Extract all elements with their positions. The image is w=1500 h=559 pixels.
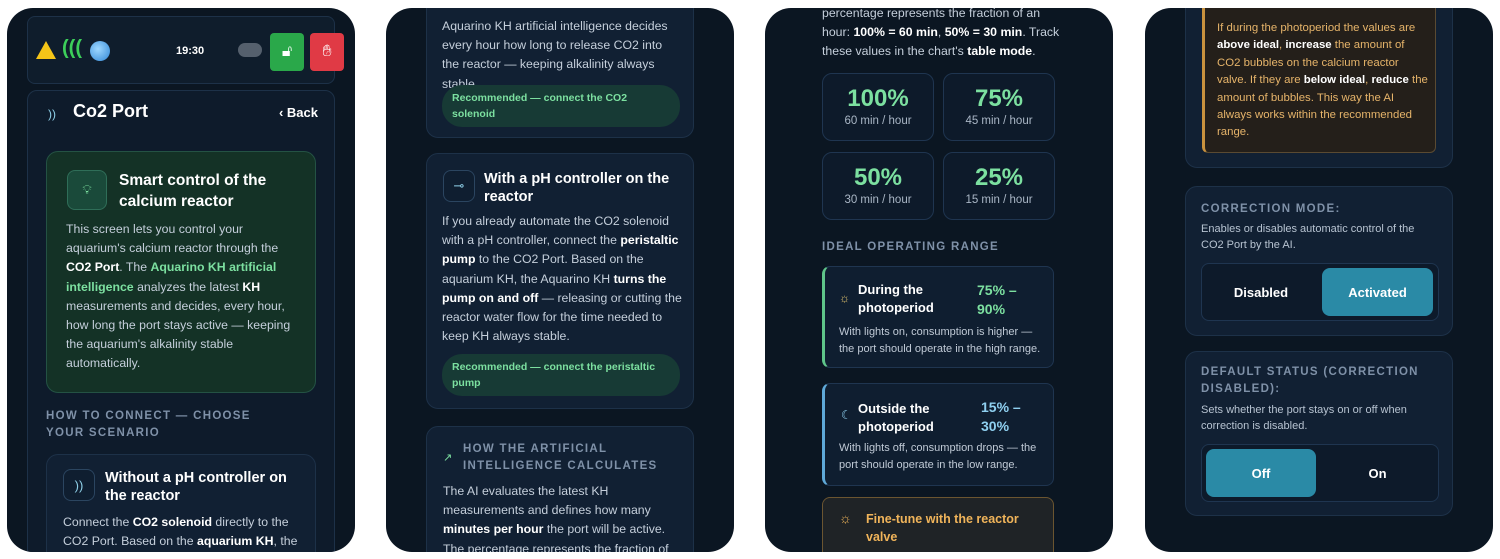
- default-status-heading: DEFAULT STATUS (CORRECTION DISABLED):: [1201, 366, 1419, 395]
- globe-icon[interactable]: [90, 41, 110, 61]
- phone-screen-3: percentage represents the fraction of an…: [765, 8, 1113, 552]
- bulb-icon: 💡︎: [67, 170, 107, 210]
- scenario-card-2: ⊸ With a pH controller on the reactor If…: [426, 153, 694, 409]
- stat-75: 75% 45 min / hour: [943, 73, 1055, 141]
- back-label: Back: [286, 105, 318, 120]
- range-off-photoperiod: ☾ Outside the photoperiod 15% – 30% With…: [822, 383, 1054, 486]
- range-photoperiod-text: With lights on, consumption is higher — …: [839, 326, 1041, 355]
- percentage-explain-text: percentage represents the fraction of an…: [822, 8, 1060, 59]
- ideal-range-heading: IDEAL OPERATING RANGE: [822, 241, 1000, 253]
- activated-option[interactable]: Activated: [1322, 268, 1433, 316]
- stat-75-value: 75%: [974, 85, 1024, 112]
- status-bar: ((( 19:30 🔓︎ ✋︎: [27, 16, 344, 84]
- recommend-solenoid-pill: Recommended — connect the CO2 solenoid: [442, 85, 680, 127]
- range-off-photoperiod-text: With lights off, consumption drops — the…: [839, 442, 1037, 471]
- range-off-photoperiod-value: 15% – 30%: [981, 399, 1021, 434]
- how-to-connect-heading: HOW TO CONNECT — CHOOSE YOUR SCENARIO: [46, 410, 251, 439]
- scenario-card-1: )) Without a pH controller on the reacto…: [46, 454, 316, 552]
- stat-75-label: 45 min / hour: [965, 115, 1033, 127]
- finetune-card-bottom: If during the photoperiod the values are…: [1185, 8, 1453, 168]
- back-button[interactable]: ‹ Back: [278, 105, 318, 120]
- finetune-advice: If during the photoperiod the values are…: [1217, 22, 1428, 139]
- finetune-text: If during the photoperiod the values are…: [1202, 8, 1436, 153]
- stat-25-value: 25%: [974, 164, 1024, 191]
- scenario-1-text: Connect the CO2 solenoid directly to the…: [63, 515, 298, 549]
- wifi-icon[interactable]: (((: [62, 37, 82, 59]
- ai-calc-text: The AI evaluates the latest KH measureme…: [443, 484, 669, 552]
- page-title: Co2 Port: [73, 101, 149, 121]
- intro-line-2: CO2 Port. The Aquarino KH artificial int…: [66, 260, 291, 371]
- scenario-1-text-end: Aquarino KH artificial intelligence deci…: [442, 19, 668, 91]
- clock-time: 19:30: [176, 45, 205, 57]
- default-status-card: DEFAULT STATUS (CORRECTION DISABLED): Se…: [1185, 351, 1453, 516]
- stat-50-value: 50%: [853, 164, 903, 191]
- correction-mode-heading: CORRECTION MODE:: [1201, 203, 1341, 215]
- cloud-icon[interactable]: [238, 43, 262, 57]
- disabled-option[interactable]: Disabled: [1233, 284, 1289, 300]
- range-photoperiod: ☼ During the photoperiod 75% – 90% With …: [822, 266, 1054, 368]
- sun-icon: ☼: [839, 291, 850, 305]
- intro-line-1: This screen lets you control your aquari…: [66, 222, 279, 256]
- stop-hand-button[interactable]: ✋︎: [310, 33, 344, 71]
- range-photoperiod-title: During the photoperiod: [858, 282, 934, 315]
- scenario-2-text: If you already automate the CO2 solenoid…: [442, 214, 682, 344]
- off-option[interactable]: Off: [1206, 449, 1316, 497]
- ai-calc-card: ↗ HOW THE ARTIFICIAL INTELLIGENCE CALCUL…: [426, 426, 694, 552]
- range-off-photoperiod-title: Outside the photoperiod: [858, 401, 934, 434]
- recommend-pump-pill: Recommended — connect the peristaltic pu…: [442, 354, 680, 396]
- unlock-button[interactable]: 🔓︎: [270, 33, 304, 71]
- finetune-card: ☼ Fine-tune with the reactor valve: [822, 497, 1054, 552]
- stat-50-label: 30 min / hour: [844, 194, 912, 206]
- default-status-desc: Sets whether the port stays on or off wh…: [1201, 404, 1407, 432]
- phone-screen-1: ((( 19:30 🔓︎ ✋︎ )) Co2 Port ‹ Back 💡︎ Sm…: [7, 8, 355, 552]
- gear-sun-icon: ☼: [839, 510, 852, 526]
- on-option[interactable]: On: [1368, 465, 1387, 481]
- phone-screen-2: Aquarino KH artificial intelligence deci…: [386, 8, 734, 552]
- correction-mode-card: CORRECTION MODE: Enables or disables aut…: [1185, 186, 1453, 336]
- stat-25: 25% 15 min / hour: [943, 152, 1055, 220]
- default-status-toggle: Off On: [1201, 444, 1439, 502]
- stat-100: 100% 60 min / hour: [822, 73, 934, 141]
- correction-toggle: Disabled Activated: [1201, 263, 1439, 321]
- intro-card: 💡︎ Smart control of the calcium reactor …: [46, 151, 316, 393]
- signal-icon: )): [48, 107, 56, 121]
- intro-title: Smart control of the calcium reactor: [119, 172, 267, 210]
- scenario-2-title: With a pH controller on the reactor: [484, 171, 670, 205]
- finetune-title: Fine-tune with the reactor valve: [866, 512, 1019, 544]
- scenario-card-1-bottom: Aquarino KH artificial intelligence deci…: [426, 8, 694, 138]
- phone-screen-4: If during the photoperiod the values are…: [1145, 8, 1493, 552]
- stat-25-label: 15 min / hour: [965, 194, 1033, 206]
- stat-50: 50% 30 min / hour: [822, 152, 934, 220]
- intro-text: This screen lets you control your aquari…: [66, 220, 304, 374]
- pump-icon: ⊸: [443, 170, 475, 202]
- range-photoperiod-value: 75% – 90%: [977, 282, 1017, 317]
- signal-icon-2: )): [63, 469, 95, 501]
- trend-icon: ↗: [443, 452, 453, 464]
- stat-100-value: 100%: [847, 85, 909, 112]
- warning-icon[interactable]: [36, 41, 56, 59]
- moon-icon: ☾: [841, 408, 852, 422]
- ai-calc-heading: HOW THE ARTIFICIAL INTELLIGENCE CALCULAT…: [463, 443, 658, 472]
- scenario-1-title: Without a pH controller on the reactor: [105, 470, 287, 504]
- correction-mode-desc: Enables or disables automatic control of…: [1201, 223, 1415, 251]
- stat-100-label: 60 min / hour: [844, 115, 912, 127]
